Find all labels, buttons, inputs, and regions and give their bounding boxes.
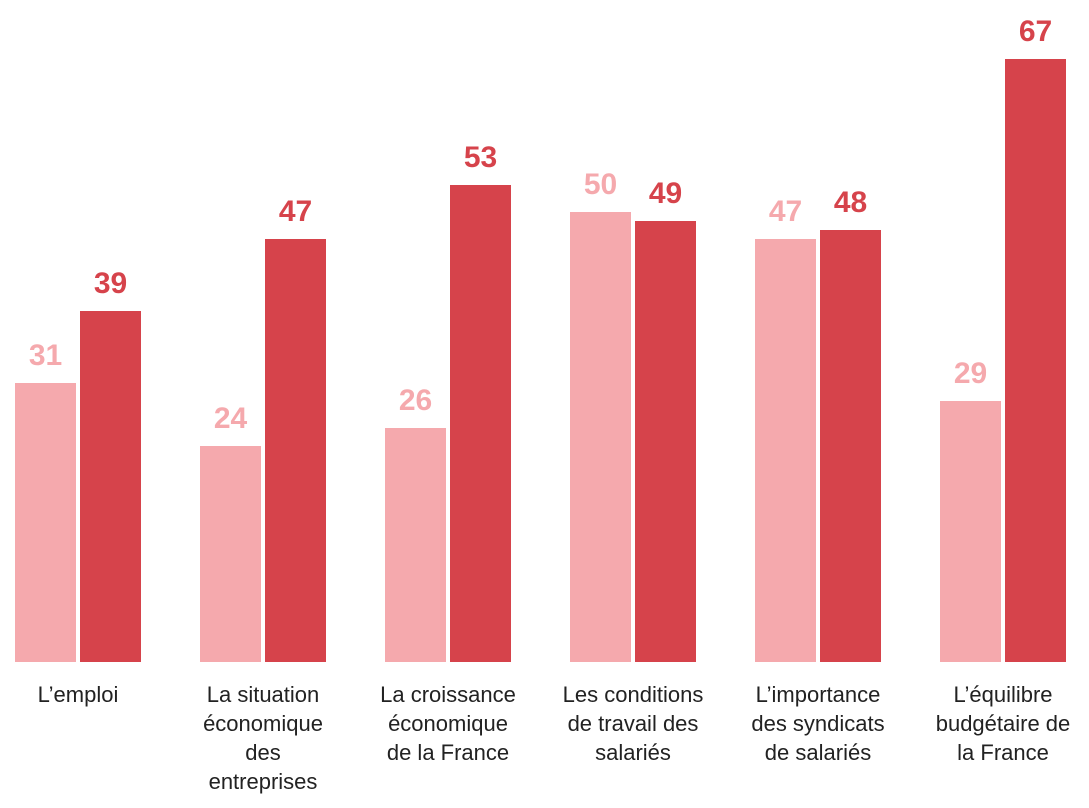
- value-label: 67: [1019, 15, 1052, 48]
- value-label: 29: [954, 357, 987, 390]
- bar: [635, 221, 696, 662]
- x-tick-label: L’équilibre budgétaire de la France: [935, 682, 1071, 765]
- x-tick-label: L’emploi: [37, 682, 119, 707]
- value-label: 48: [834, 186, 867, 219]
- value-label: 47: [279, 195, 312, 228]
- x-tick-label: La croissance économique de la France: [380, 682, 516, 765]
- x-tick-label: La situation économique des entreprises: [203, 682, 323, 794]
- bar: [570, 212, 631, 662]
- value-label: 49: [649, 177, 682, 210]
- bar: [820, 230, 881, 662]
- value-label: 39: [94, 267, 127, 300]
- value-label: 26: [399, 384, 432, 417]
- bar: [385, 428, 446, 662]
- bar: [15, 383, 76, 662]
- bar: [80, 311, 141, 662]
- bar: [200, 446, 261, 662]
- value-label: 47: [769, 195, 802, 228]
- x-tick-label: Les conditions de travail des salariés: [562, 682, 704, 765]
- value-label: 24: [214, 402, 248, 435]
- bar: [450, 185, 511, 662]
- bar: [755, 239, 816, 662]
- value-label: 31: [29, 339, 62, 372]
- value-label: 53: [464, 141, 497, 174]
- bar: [1005, 59, 1066, 662]
- bar: [265, 239, 326, 662]
- x-tick-label: L’importance des syndicats de salariés: [751, 682, 885, 765]
- value-label: 50: [584, 168, 617, 201]
- bar: [940, 401, 1001, 662]
